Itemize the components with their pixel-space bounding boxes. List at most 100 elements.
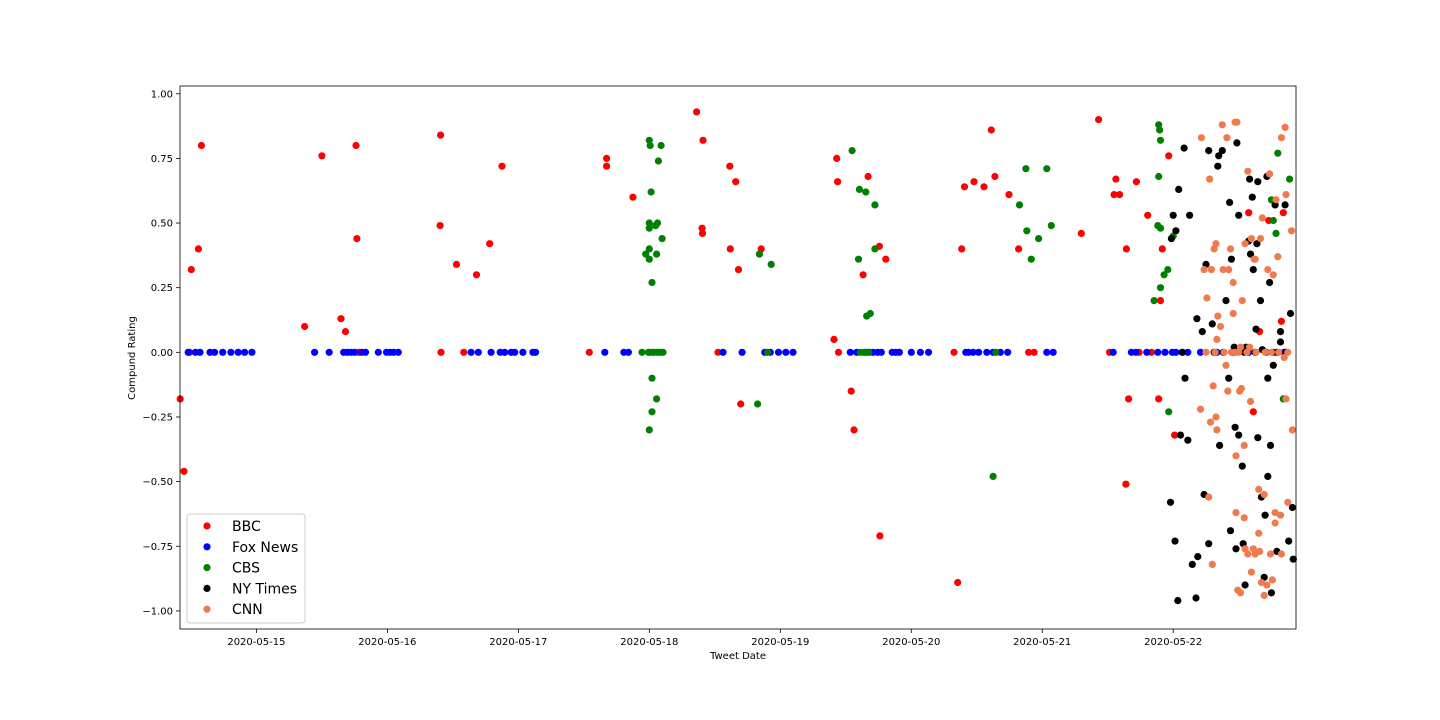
point-cnn [1271,508,1279,517]
point-cbs [1269,216,1277,225]
point-cbs [654,157,663,165]
x-axis-ticks: 2020-05-15 2020-05-16 2020-05-17 2020-05-18… [227,629,1202,648]
point-cnn [1232,508,1240,517]
legend-marker-bbc [203,522,211,530]
point-cnn [1247,235,1255,243]
point-cbs [1035,235,1043,243]
point-cnn [1282,395,1290,403]
point-bbc [352,141,360,150]
legend: BBC Fox News CBS NY Times CNN [186,513,306,624]
point-cbs [755,250,764,258]
point-bbc [734,266,743,274]
point-cnn [1227,348,1235,356]
point-bbc [472,271,481,279]
point-cnn [1255,529,1263,537]
point-fox-news [227,348,235,356]
point-cbs [871,245,879,253]
point-cnn [1269,271,1277,279]
point-bbc [1095,116,1103,124]
x-axis-label: Tweet Date [709,651,766,662]
x-tick-label: 2020-05-19 [751,637,809,648]
point-ny-times [1281,201,1289,209]
point-fox-news [467,348,475,356]
point-ny-times [1174,597,1182,605]
point-fox-news [601,348,609,356]
point-ny-times [1276,328,1285,336]
point-bbc [1077,229,1085,237]
point-cnn [1229,278,1237,287]
point-cnn [1196,405,1205,413]
point-ny-times [1222,297,1230,305]
point-ny-times [1180,144,1188,152]
point-cnn [1200,266,1208,274]
point-ny-times [1181,374,1189,382]
point-cnn [1246,397,1255,406]
point-ny-times [1215,152,1223,160]
point-cbs [1156,126,1164,134]
point-bbc [834,348,843,356]
point-bbc [180,467,188,475]
point-cnn [1284,348,1292,356]
point-fox-news [351,348,359,356]
point-ny-times [1208,320,1216,328]
legend-label-cnn: CNN [232,602,263,618]
point-cbs [645,219,653,227]
point-cbs [1047,222,1055,230]
point-cnn [1288,426,1296,434]
point-cnn [1277,134,1285,142]
point-ny-times [1266,441,1275,449]
point-bbc [1144,211,1152,219]
point-bbc [353,235,361,243]
point-bbc [987,126,995,134]
point-fox-news [1196,348,1205,356]
point-ny-times [1192,594,1200,602]
point-ny-times [1254,434,1262,442]
point-ny-times [1254,178,1262,186]
point-cnn [1272,196,1280,204]
point-ny-times [1227,255,1235,263]
point-bbc [1171,431,1179,439]
point-cbs [1027,255,1035,263]
point-cbs [657,141,665,150]
legend-box [186,513,306,624]
point-cbs [1156,284,1165,292]
point-fox-news [846,348,854,356]
point-ny-times [1205,540,1213,548]
point-bbc [1158,245,1166,253]
plot-area-frame [179,85,1297,630]
point-ny-times [1184,436,1192,444]
point-bbc [585,348,593,356]
point-fox-news [774,348,783,356]
point-cbs [764,348,772,356]
point-cnn [1258,214,1266,222]
point-ny-times [1264,472,1272,480]
point-ny-times [1285,537,1293,545]
point-ny-times [1198,328,1206,336]
legend-label-bbc: BBC [232,519,261,535]
point-bbc [950,348,958,356]
point-bbc [194,245,202,253]
point-ny-times [1214,162,1222,170]
point-cbs [1150,297,1158,305]
point-bbc [1116,191,1124,199]
point-cbs [855,185,864,193]
point-bbc [698,229,707,237]
point-bbc [301,322,309,331]
point-cnn [1236,589,1245,597]
point-cnn [1264,266,1272,274]
point-fox-news [1132,348,1140,356]
point-fox-news [1004,348,1012,356]
point-cbs [989,472,997,480]
point-fox-news [983,348,991,356]
point-cbs [653,395,661,403]
point-bbc [1025,348,1033,356]
point-cbs [992,348,1000,356]
point-cbs [645,255,653,263]
point-cnn [1214,312,1222,320]
point-cnn [1256,235,1265,243]
point-cnn [1212,413,1220,421]
legend-marker-fox-news [203,543,211,551]
point-ny-times [1288,503,1296,512]
point-bbc [1110,191,1118,199]
